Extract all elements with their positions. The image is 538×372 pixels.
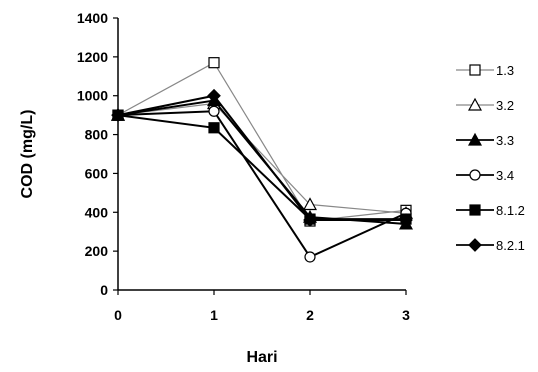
series-line xyxy=(117,94,406,222)
data-point xyxy=(207,88,221,103)
x-tick-label: 1 xyxy=(210,307,218,323)
x-tick-label: 2 xyxy=(306,307,314,323)
legend-marker xyxy=(467,132,483,146)
y-axis-title: COD (mg/L) xyxy=(19,110,36,199)
series-markers-8.1.2 xyxy=(112,109,412,225)
series-markers-3.3 xyxy=(110,93,414,230)
series-line xyxy=(117,99,407,225)
y-tick-label: 1000 xyxy=(77,88,108,104)
legend-label: 8.2.1 xyxy=(496,238,525,253)
legend-marker xyxy=(469,64,481,76)
legend-marker xyxy=(469,169,481,181)
legend-label: 1.3 xyxy=(496,63,514,78)
legend-marker xyxy=(469,204,481,216)
series-markers-8.2.1 xyxy=(111,88,413,227)
legend-label: 3.3 xyxy=(496,133,514,148)
series-1.3 xyxy=(117,61,407,222)
y-tick-label: 400 xyxy=(85,204,109,220)
legend: 1.3 3.2 3.3 3.4 8.1.2 8.2.1 xyxy=(456,63,525,253)
legend-marker xyxy=(467,97,483,111)
legend-label: 3.4 xyxy=(496,168,514,183)
legend-label: 8.1.2 xyxy=(496,203,525,218)
legend-label: 3.2 xyxy=(496,98,514,113)
x-tick-label: 0 xyxy=(114,307,122,323)
x-tick-label: 3 xyxy=(402,307,410,323)
legend-item: 8.1.2 xyxy=(456,203,525,218)
legend-marker xyxy=(468,238,482,252)
series-line xyxy=(117,110,407,259)
data-point xyxy=(302,197,318,211)
legend-item: 3.3 xyxy=(456,132,514,148)
series-8.1.2 xyxy=(117,114,406,221)
data-point xyxy=(208,105,220,117)
series-3.2 xyxy=(117,102,407,214)
data-point xyxy=(303,213,317,227)
axes: 0 200 400 600 800 1000 1200 1400 0 1 2 3 xyxy=(77,10,410,323)
data-point xyxy=(304,251,316,263)
y-tick-label: 600 xyxy=(85,165,109,181)
y-tick-label: 1400 xyxy=(77,10,108,26)
y-tick-label: 200 xyxy=(85,243,109,259)
data-point xyxy=(208,57,220,69)
series-3.4 xyxy=(117,110,407,259)
series-8.2.1 xyxy=(117,94,406,222)
data-point xyxy=(399,213,413,227)
data-point xyxy=(111,108,125,122)
y-tick-label: 800 xyxy=(85,127,109,143)
y-tick-label: 0 xyxy=(100,282,108,298)
legend-item: 8.2.1 xyxy=(456,238,525,253)
series-line xyxy=(117,61,407,222)
x-axis-title: Hari xyxy=(246,349,277,366)
legend-item: 1.3 xyxy=(456,63,514,78)
y-tick-label: 1200 xyxy=(77,49,108,65)
legend-item: 3.2 xyxy=(456,97,514,113)
legend-item: 3.4 xyxy=(456,168,514,183)
series-layer xyxy=(110,57,414,263)
data-point xyxy=(208,122,220,134)
series-3.3 xyxy=(117,99,407,225)
series-line xyxy=(117,114,406,221)
series-line xyxy=(117,102,407,214)
